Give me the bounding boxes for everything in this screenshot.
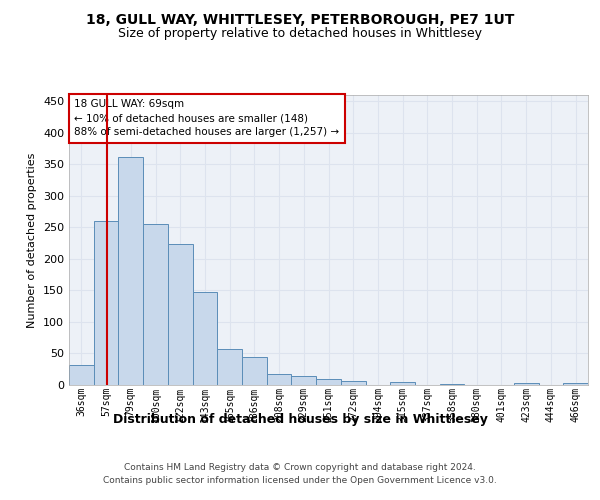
Text: 18 GULL WAY: 69sqm
← 10% of detached houses are smaller (148)
88% of semi-detach: 18 GULL WAY: 69sqm ← 10% of detached hou… bbox=[74, 100, 340, 138]
Bar bbox=[168, 244, 193, 385]
Bar bbox=[563, 383, 588, 385]
Bar bbox=[217, 349, 242, 385]
Text: Distribution of detached houses by size in Whittlesey: Distribution of detached houses by size … bbox=[113, 412, 487, 426]
Text: 18, GULL WAY, WHITTLESEY, PETERBOROUGH, PE7 1UT: 18, GULL WAY, WHITTLESEY, PETERBOROUGH, … bbox=[86, 12, 514, 26]
Bar bbox=[242, 358, 267, 385]
Bar bbox=[292, 376, 316, 385]
Y-axis label: Number of detached properties: Number of detached properties bbox=[28, 152, 37, 328]
Bar bbox=[69, 366, 94, 385]
Bar bbox=[316, 378, 341, 385]
Bar bbox=[267, 374, 292, 385]
Text: Contains HM Land Registry data © Crown copyright and database right 2024.: Contains HM Land Registry data © Crown c… bbox=[124, 462, 476, 471]
Bar bbox=[514, 383, 539, 385]
Bar bbox=[193, 292, 217, 385]
Bar bbox=[390, 382, 415, 385]
Bar bbox=[341, 380, 365, 385]
Text: Size of property relative to detached houses in Whittlesey: Size of property relative to detached ho… bbox=[118, 28, 482, 40]
Bar bbox=[118, 157, 143, 385]
Bar bbox=[440, 384, 464, 385]
Text: Contains public sector information licensed under the Open Government Licence v3: Contains public sector information licen… bbox=[103, 476, 497, 485]
Bar bbox=[143, 224, 168, 385]
Bar bbox=[94, 221, 118, 385]
